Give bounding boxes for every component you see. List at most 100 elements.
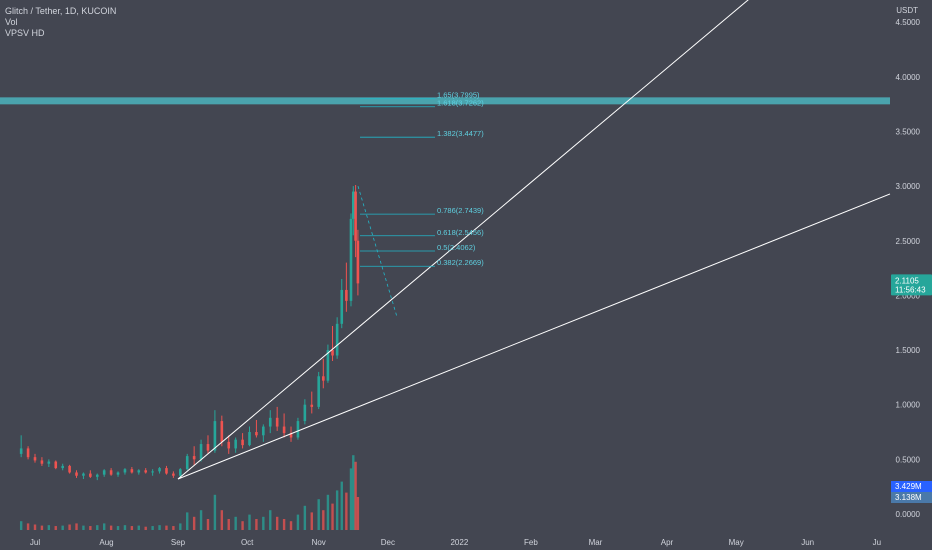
trendline-shallow[interactable] xyxy=(177,193,891,480)
candle-body xyxy=(340,289,344,324)
candle-body xyxy=(275,417,279,427)
candle-body xyxy=(172,473,175,476)
candle-body xyxy=(26,448,30,458)
candles xyxy=(19,185,360,481)
volume-bar xyxy=(19,521,23,530)
price-tick: 0.0000 xyxy=(896,510,921,519)
current-price-value: 2.1105 xyxy=(895,276,919,285)
candle-body xyxy=(192,456,196,460)
candle-body xyxy=(179,469,182,476)
candle-body xyxy=(47,461,51,464)
volume-bar xyxy=(40,525,44,530)
candle-body xyxy=(289,433,293,438)
fib-level-label: 0.382(2.2669) xyxy=(437,258,484,267)
volume-bar xyxy=(144,526,147,530)
candle-body xyxy=(255,432,258,436)
volume-bar xyxy=(151,526,154,530)
volume-bar xyxy=(317,499,320,530)
time-tick: 2022 xyxy=(450,538,468,547)
candle-body xyxy=(137,470,141,473)
candle-body xyxy=(19,448,23,454)
candle-body xyxy=(317,376,320,407)
indicator-vol[interactable]: Vol xyxy=(5,17,18,27)
candle-body xyxy=(82,473,85,476)
volume-bar xyxy=(102,523,106,530)
volume-bar xyxy=(96,525,99,530)
volume-badge-value: 3.429M xyxy=(895,482,922,491)
volume-bar xyxy=(310,512,313,530)
volume-bar xyxy=(326,494,330,530)
volume-bar xyxy=(130,526,134,530)
current-price-badge xyxy=(891,274,932,296)
candle-body xyxy=(213,421,217,451)
axis-unit-label: USDT xyxy=(896,6,918,15)
price-tick: 0.5000 xyxy=(896,455,921,464)
candle-body xyxy=(220,421,224,442)
symbol-title[interactable]: Glitch / Tether, 1D, KUCOIN xyxy=(5,6,117,16)
volume-bar xyxy=(116,526,120,530)
fib-extension: 4.618(7.2685)3.618(6.0878)2.618(4.9070)1… xyxy=(357,91,484,318)
candle-body xyxy=(54,461,58,469)
candle-body xyxy=(75,472,78,476)
candle-body xyxy=(102,470,106,475)
candle-body xyxy=(151,471,154,473)
candle-body xyxy=(262,426,265,436)
volume-bar xyxy=(123,525,127,530)
volume-bar xyxy=(213,494,217,530)
volume-bars xyxy=(19,455,360,530)
candle-body xyxy=(248,432,251,446)
candle-body xyxy=(234,439,237,449)
time-tick: Dec xyxy=(381,538,395,547)
volume-bar xyxy=(192,516,196,530)
volume-bar xyxy=(241,521,244,530)
time-tick: Nov xyxy=(312,538,326,547)
candle-body xyxy=(354,191,357,241)
volume-bar xyxy=(282,519,286,530)
resistance-band[interactable] xyxy=(0,97,890,105)
trendlines xyxy=(177,0,891,480)
candle-body xyxy=(241,439,244,446)
candle-body xyxy=(185,456,189,470)
volume-bar xyxy=(47,525,51,530)
trendline-steep[interactable] xyxy=(177,0,830,480)
volume-bar xyxy=(269,510,272,530)
candle-body xyxy=(89,473,92,477)
volume-bar xyxy=(354,461,357,530)
candle-body xyxy=(199,444,203,460)
candle-body xyxy=(331,350,334,356)
candle-body xyxy=(227,441,231,449)
price-axis: USDT9.00008.50008.00007.50007.00006.5000… xyxy=(896,6,921,519)
volume-bar xyxy=(322,510,325,530)
candle-body xyxy=(158,468,161,472)
indicator-vpsv[interactable]: VPSV HD xyxy=(5,28,45,38)
volume-bar xyxy=(303,505,307,530)
volume-badge-value: 3.138M xyxy=(895,493,922,502)
volume-bar xyxy=(345,492,348,530)
volume-bar xyxy=(172,526,175,530)
candle-body xyxy=(165,468,168,474)
volume-bar xyxy=(331,503,334,530)
candle-body xyxy=(303,404,307,422)
candle-body xyxy=(349,218,353,301)
time-tick: Aug xyxy=(99,538,113,547)
candle-body xyxy=(40,460,44,464)
candle-body xyxy=(116,472,120,475)
time-axis: Jul Aug Sep Oct Nov Dec 2022 Feb Mar Apr May Jun Ju xyxy=(30,538,881,547)
candle-body xyxy=(310,404,314,407)
candle-body xyxy=(345,289,348,301)
candle-body xyxy=(33,457,37,461)
candle-body xyxy=(326,350,330,381)
candle-body xyxy=(282,426,286,434)
volume-bar xyxy=(26,523,30,530)
fib-level-label: 0.5(2.4062) xyxy=(437,243,476,252)
volume-badge xyxy=(891,492,932,503)
price-tick: 3.5000 xyxy=(896,127,921,136)
price-tick: 2.0000 xyxy=(896,291,921,300)
price-tick: 1.5000 xyxy=(896,346,921,355)
time-tick: Oct xyxy=(241,538,254,547)
volume-bar xyxy=(349,468,353,530)
volume-bar xyxy=(165,525,168,530)
candle-body xyxy=(356,240,360,284)
